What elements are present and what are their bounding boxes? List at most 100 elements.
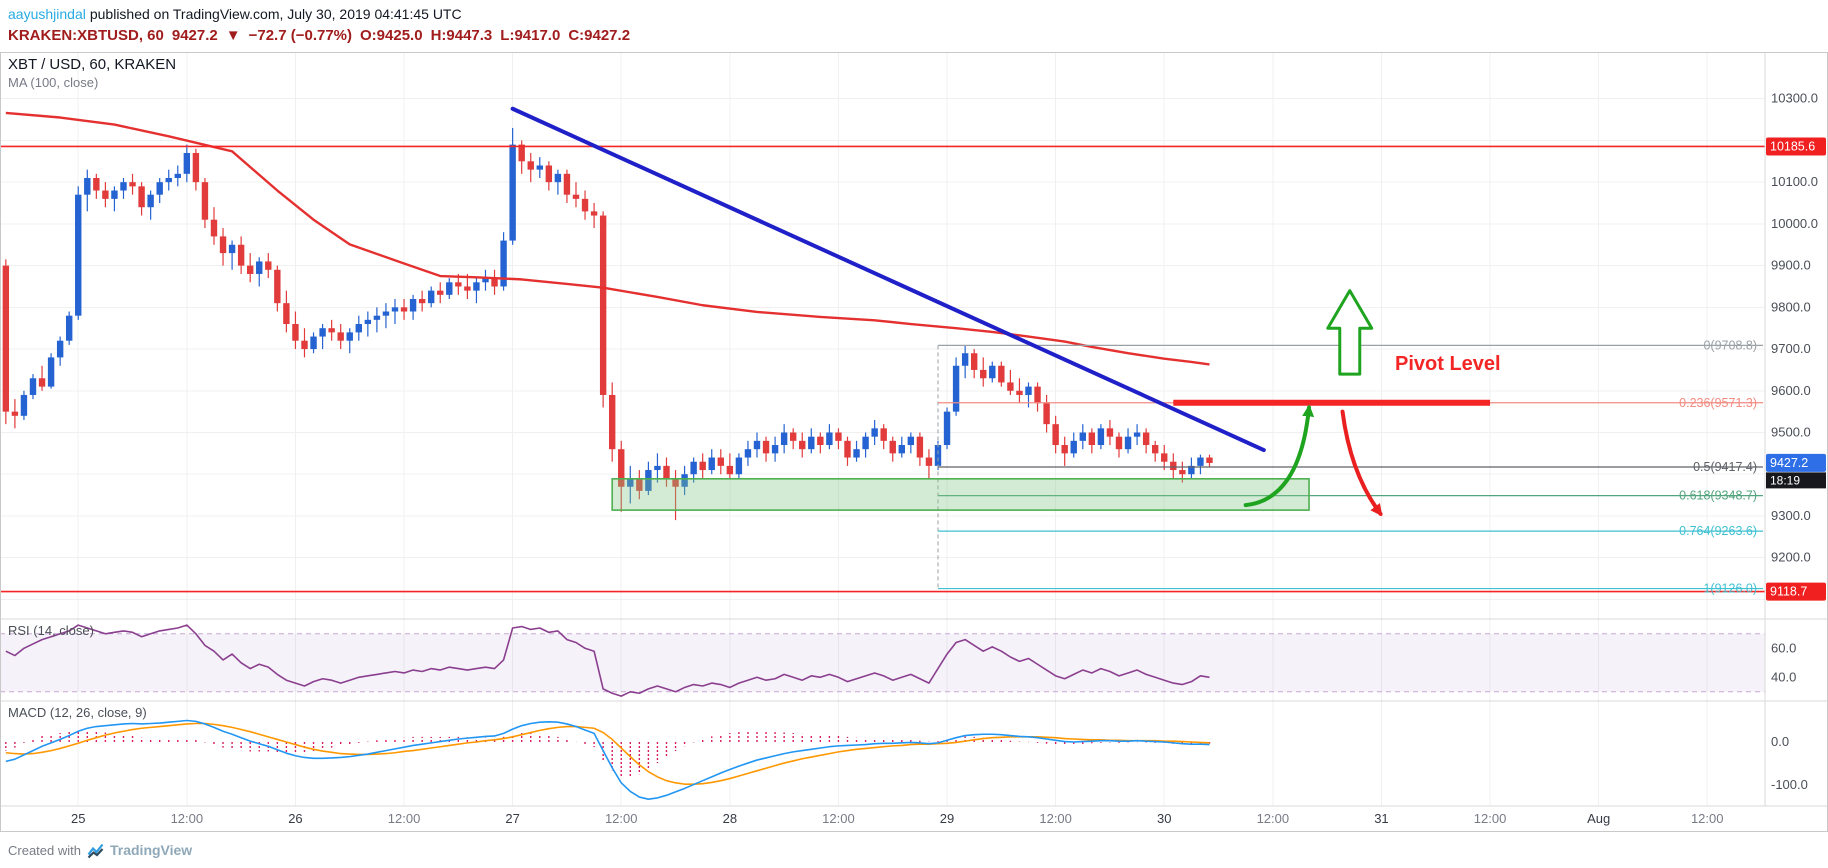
candle-down	[699, 461, 706, 471]
candle-up	[943, 411, 951, 446]
candle-down	[817, 436, 824, 446]
candle-up	[111, 190, 118, 199]
time-tick-label: 12:00	[1257, 811, 1290, 826]
candle-up	[409, 298, 417, 312]
candle-down	[1043, 403, 1050, 425]
author-link[interactable]: aayushjindal	[8, 6, 86, 22]
header: aayushjindal published on TradingView.com…	[0, 0, 1828, 52]
change-text: −72.7 (−0.77%)	[248, 27, 353, 44]
candle-down	[418, 298, 426, 304]
candle-down	[717, 457, 724, 466]
candle-up	[1188, 465, 1195, 475]
time-tick-label: 12:00	[1039, 811, 1072, 826]
macd-signal-line	[5, 722, 1210, 785]
candle-down	[835, 432, 842, 441]
macd-label: MACD (12, 26, close, 9)	[8, 705, 147, 720]
candle-up	[862, 436, 869, 450]
candle-down	[590, 211, 598, 216]
candle-down	[789, 432, 797, 441]
candle-up	[56, 340, 64, 358]
candle-up	[47, 357, 55, 387]
candle-up	[898, 445, 905, 454]
time-tick-label: 12:00	[388, 811, 421, 826]
candle-down	[762, 440, 770, 454]
candle-up	[147, 194, 154, 208]
candle-down	[1151, 445, 1159, 454]
candle-up	[554, 173, 562, 183]
candle-up	[735, 457, 743, 475]
candle-down	[563, 173, 571, 195]
time-tick-label: Aug	[1587, 811, 1610, 826]
ma-legend-label: MA (100, close)	[8, 75, 98, 90]
candle-up	[536, 165, 543, 170]
price-tick-label: 10100.0	[1771, 174, 1818, 189]
time-tick-label: 31	[1374, 811, 1388, 826]
price-axis-chip-label: 10185.6	[1770, 139, 1815, 153]
price-tick-label: 10000.0	[1771, 216, 1818, 231]
candle-down	[201, 182, 209, 220]
fib-level-label: 0.764(9263.6)	[1679, 524, 1757, 538]
candle-down	[265, 261, 272, 270]
low-value: L:9417.0	[500, 27, 561, 44]
candle-up	[681, 474, 688, 487]
fib-level-label: 0.618(9348.7)	[1679, 489, 1757, 503]
candle-down	[464, 286, 471, 291]
candle-up	[934, 445, 942, 466]
time-tick-label: 28	[723, 811, 737, 826]
candle-up	[780, 432, 788, 446]
candle-down	[636, 478, 643, 491]
candle-up	[871, 428, 878, 437]
tradingview-logo-icon[interactable]	[87, 842, 104, 859]
candle-up	[183, 152, 191, 174]
countdown-label: 18:19	[1770, 473, 1800, 487]
last-price-chip	[1766, 453, 1826, 472]
tradingview-wordmark[interactable]: TradingView	[109, 842, 193, 858]
candle-down	[455, 282, 462, 287]
pivot-level-label: Pivot Level	[1395, 353, 1501, 375]
candle-down	[1088, 432, 1096, 446]
price-tick-label: 9600.0	[1771, 383, 1811, 398]
candle-up	[708, 457, 715, 471]
candle-up	[1124, 436, 1132, 450]
candle-down	[844, 440, 851, 458]
candle-down	[2, 265, 10, 412]
candle-up	[744, 449, 752, 458]
candle-up	[509, 144, 516, 241]
candle-up	[446, 282, 453, 295]
descending-trendline	[510, 106, 1266, 453]
candle-down	[138, 186, 145, 208]
breakout-up-arrow	[1326, 289, 1374, 376]
candle-up	[853, 449, 860, 458]
countdown-chip	[1766, 472, 1826, 489]
candle-up	[907, 436, 915, 446]
macd-tick-label: 0.0	[1771, 734, 1789, 749]
price-tick-label: 9500.0	[1771, 425, 1811, 440]
candle-up	[256, 261, 263, 274]
symbol-text: KRAKEN:XBTUSD, 60	[8, 27, 164, 44]
candle-up	[645, 470, 652, 491]
quote-line: KRAKEN:XBTUSD, 60 9427.2 ▼ −72.7 (−0.77%) O:…	[8, 27, 1828, 44]
candle-up	[319, 328, 326, 337]
candle-down	[889, 440, 896, 454]
open-value: O:9425.0	[360, 27, 423, 44]
candle-up	[84, 178, 91, 195]
candle-up	[482, 278, 489, 283]
candle-down	[1115, 436, 1123, 450]
candle-up	[1133, 432, 1141, 437]
candle-up	[310, 336, 317, 350]
candle-down	[608, 394, 616, 450]
footer: Created with TradingView	[0, 832, 1828, 868]
candle-down	[799, 440, 806, 450]
candle-down	[301, 340, 308, 350]
candle-down	[572, 194, 580, 199]
breakdown-arrow	[1340, 409, 1383, 517]
rsi-tick-label: 40.0	[1771, 669, 1796, 684]
candle-down	[527, 161, 534, 170]
candle-down	[1034, 386, 1041, 404]
candle-down	[246, 265, 254, 274]
time-tick-label: 12:00	[605, 811, 638, 826]
candle-up	[690, 461, 697, 475]
time-tick-label: 27	[505, 811, 519, 826]
candle-down	[1106, 428, 1114, 437]
candle-down	[337, 332, 344, 341]
